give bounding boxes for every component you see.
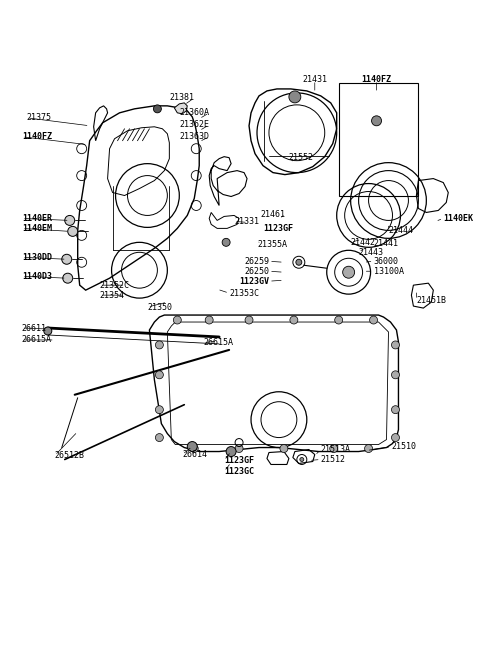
Text: 21355A: 21355A: [257, 240, 287, 249]
Circle shape: [156, 371, 163, 379]
Text: 1140D3: 1140D3: [22, 272, 52, 281]
Circle shape: [190, 445, 198, 453]
Text: 26512B: 26512B: [55, 451, 85, 460]
Text: 21381: 21381: [169, 93, 194, 102]
Circle shape: [156, 406, 163, 414]
Polygon shape: [174, 103, 187, 114]
Text: 1123GC: 1123GC: [224, 467, 254, 476]
Text: 26259: 26259: [244, 257, 269, 266]
Circle shape: [226, 447, 236, 457]
Text: 21461: 21461: [261, 210, 286, 219]
Text: 21431: 21431: [302, 76, 327, 85]
Circle shape: [205, 316, 213, 324]
Text: 1140FZ: 1140FZ: [361, 76, 392, 85]
Circle shape: [235, 445, 243, 453]
Text: 26611: 26611: [22, 323, 47, 332]
Text: 21360A: 21360A: [179, 108, 209, 118]
Circle shape: [156, 341, 163, 349]
Circle shape: [343, 266, 355, 278]
Circle shape: [392, 371, 399, 379]
Circle shape: [330, 445, 338, 453]
Circle shape: [245, 316, 253, 324]
Text: 21441: 21441: [373, 239, 398, 248]
Text: 1123GV: 1123GV: [239, 277, 269, 286]
Circle shape: [300, 457, 304, 461]
Circle shape: [156, 434, 163, 442]
Text: 1140EK: 1140EK: [444, 214, 473, 223]
Text: 21354: 21354: [100, 290, 125, 300]
Circle shape: [187, 442, 197, 451]
Text: 21362E: 21362E: [179, 120, 209, 129]
Circle shape: [222, 238, 230, 246]
Circle shape: [173, 316, 181, 324]
Text: 1123GF: 1123GF: [263, 224, 293, 233]
Text: 21552: 21552: [289, 153, 314, 162]
Text: 21331: 21331: [234, 217, 259, 226]
Text: 21512: 21512: [321, 455, 346, 464]
Circle shape: [65, 215, 75, 225]
Text: 1123GF: 1123GF: [224, 456, 254, 465]
Circle shape: [365, 445, 372, 453]
Text: 1140ER: 1140ER: [22, 214, 52, 223]
Text: 36000: 36000: [373, 257, 398, 266]
Circle shape: [392, 341, 399, 349]
Text: 21353C: 21353C: [229, 288, 259, 298]
Text: 1130DD: 1130DD: [22, 253, 52, 261]
Text: 26615A: 26615A: [203, 338, 233, 348]
Text: 26614: 26614: [182, 450, 207, 459]
Circle shape: [296, 260, 302, 265]
Text: 21444: 21444: [388, 226, 413, 235]
Text: 13100A: 13100A: [373, 267, 404, 276]
Circle shape: [63, 273, 72, 283]
Circle shape: [68, 227, 78, 237]
Circle shape: [44, 327, 52, 335]
Text: 21510: 21510: [392, 442, 417, 451]
Text: 26250: 26250: [244, 267, 269, 276]
Circle shape: [290, 316, 298, 324]
Circle shape: [392, 434, 399, 442]
Circle shape: [280, 445, 288, 453]
Circle shape: [370, 316, 378, 324]
Circle shape: [62, 254, 72, 264]
Text: 1140EM: 1140EM: [22, 224, 52, 233]
Circle shape: [289, 91, 301, 103]
Text: 21513A: 21513A: [321, 445, 351, 454]
Circle shape: [335, 316, 343, 324]
Circle shape: [154, 105, 161, 113]
Text: 26615A: 26615A: [22, 336, 52, 344]
Text: 21375: 21375: [27, 113, 52, 122]
Text: 21443: 21443: [359, 248, 384, 257]
Text: 21442: 21442: [351, 238, 376, 247]
Text: 1140FZ: 1140FZ: [22, 132, 52, 141]
Circle shape: [372, 116, 382, 125]
Circle shape: [392, 406, 399, 414]
Text: 21350: 21350: [147, 303, 172, 311]
Text: 21363D: 21363D: [179, 132, 209, 141]
Text: 21451B: 21451B: [416, 296, 446, 305]
Text: 21352C: 21352C: [100, 281, 130, 290]
